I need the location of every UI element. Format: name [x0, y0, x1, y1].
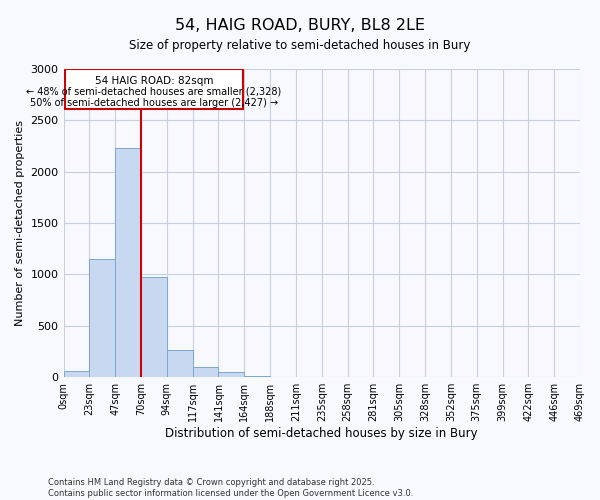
- Bar: [64, 371, 89, 377]
- Text: 54, HAIG ROAD, BURY, BL8 2LE: 54, HAIG ROAD, BURY, BL8 2LE: [175, 18, 425, 32]
- Text: Size of property relative to semi-detached houses in Bury: Size of property relative to semi-detach…: [130, 39, 470, 52]
- Bar: [218, 372, 244, 377]
- Bar: [115, 148, 141, 377]
- Bar: [141, 277, 167, 377]
- Bar: [167, 350, 193, 377]
- Bar: [89, 259, 115, 377]
- FancyBboxPatch shape: [65, 69, 243, 109]
- Bar: [270, 376, 296, 377]
- Bar: [193, 367, 218, 377]
- Text: Contains HM Land Registry data © Crown copyright and database right 2025.
Contai: Contains HM Land Registry data © Crown c…: [48, 478, 413, 498]
- Bar: [244, 376, 270, 377]
- Text: 50% of semi-detached houses are larger (2,427) →: 50% of semi-detached houses are larger (…: [30, 98, 278, 108]
- X-axis label: Distribution of semi-detached houses by size in Bury: Distribution of semi-detached houses by …: [166, 427, 478, 440]
- Text: ← 48% of semi-detached houses are smaller (2,328): ← 48% of semi-detached houses are smalle…: [26, 87, 281, 97]
- Y-axis label: Number of semi-detached properties: Number of semi-detached properties: [15, 120, 25, 326]
- Text: 54 HAIG ROAD: 82sqm: 54 HAIG ROAD: 82sqm: [95, 76, 213, 86]
